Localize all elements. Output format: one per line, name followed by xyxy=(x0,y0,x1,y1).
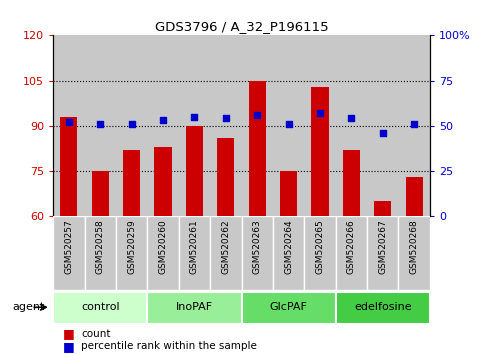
Bar xyxy=(85,35,116,216)
Text: GSM520257: GSM520257 xyxy=(64,219,73,274)
Bar xyxy=(53,292,147,324)
Bar xyxy=(398,216,430,290)
Bar xyxy=(147,292,242,324)
Text: GlcPAF: GlcPAF xyxy=(270,302,308,312)
Bar xyxy=(304,216,336,290)
Text: GSM520258: GSM520258 xyxy=(96,219,105,274)
Bar xyxy=(343,150,360,216)
Text: GSM520265: GSM520265 xyxy=(315,219,325,274)
Bar xyxy=(179,216,210,290)
Bar xyxy=(155,147,171,216)
Bar xyxy=(336,35,367,216)
Bar xyxy=(123,150,140,216)
Bar xyxy=(210,35,242,216)
Bar xyxy=(398,35,430,216)
Bar xyxy=(210,216,242,290)
Text: count: count xyxy=(81,329,111,339)
Point xyxy=(97,121,104,127)
Bar xyxy=(92,171,109,216)
Bar xyxy=(179,35,210,216)
Text: GSM520264: GSM520264 xyxy=(284,219,293,274)
Point xyxy=(222,116,230,121)
Bar xyxy=(273,35,304,216)
Text: GSM520262: GSM520262 xyxy=(221,219,230,274)
Bar xyxy=(217,138,234,216)
Text: InoPAF: InoPAF xyxy=(176,302,213,312)
Bar xyxy=(186,126,203,216)
Point xyxy=(285,121,293,127)
Point xyxy=(316,110,324,116)
Text: GSM520266: GSM520266 xyxy=(347,219,356,274)
Title: GDS3796 / A_32_P196115: GDS3796 / A_32_P196115 xyxy=(155,20,328,33)
Text: GSM520260: GSM520260 xyxy=(158,219,168,274)
Bar xyxy=(242,35,273,216)
Point xyxy=(411,121,418,127)
Text: percentile rank within the sample: percentile rank within the sample xyxy=(81,341,257,351)
Point xyxy=(348,116,355,121)
Bar xyxy=(242,292,336,324)
Bar xyxy=(304,35,336,216)
Text: edelfosine: edelfosine xyxy=(354,302,412,312)
Bar xyxy=(116,35,147,216)
Text: ■: ■ xyxy=(63,339,74,353)
Bar xyxy=(367,216,398,290)
Bar xyxy=(60,116,77,216)
Bar xyxy=(336,216,367,290)
Bar xyxy=(53,216,85,290)
Bar xyxy=(367,35,398,216)
Point xyxy=(379,130,387,136)
Bar xyxy=(336,292,430,324)
Bar xyxy=(406,177,423,216)
Point xyxy=(253,112,261,118)
Bar xyxy=(312,86,328,216)
Text: ■: ■ xyxy=(63,327,74,340)
Bar xyxy=(116,216,147,290)
Point xyxy=(65,119,73,125)
Text: GSM520261: GSM520261 xyxy=(190,219,199,274)
Text: GSM520263: GSM520263 xyxy=(253,219,262,274)
Point xyxy=(159,118,167,123)
Text: control: control xyxy=(81,302,119,312)
Bar xyxy=(53,35,85,216)
Bar xyxy=(242,216,273,290)
Bar xyxy=(280,171,297,216)
Bar xyxy=(147,216,179,290)
Text: GSM520268: GSM520268 xyxy=(410,219,419,274)
Bar xyxy=(273,216,304,290)
Bar xyxy=(85,216,116,290)
Bar xyxy=(249,80,266,216)
Text: GSM520259: GSM520259 xyxy=(127,219,136,274)
Bar xyxy=(147,35,179,216)
Text: agent: agent xyxy=(12,302,44,312)
Bar xyxy=(374,201,391,216)
Point xyxy=(128,121,135,127)
Point xyxy=(191,114,199,119)
Text: GSM520267: GSM520267 xyxy=(378,219,387,274)
